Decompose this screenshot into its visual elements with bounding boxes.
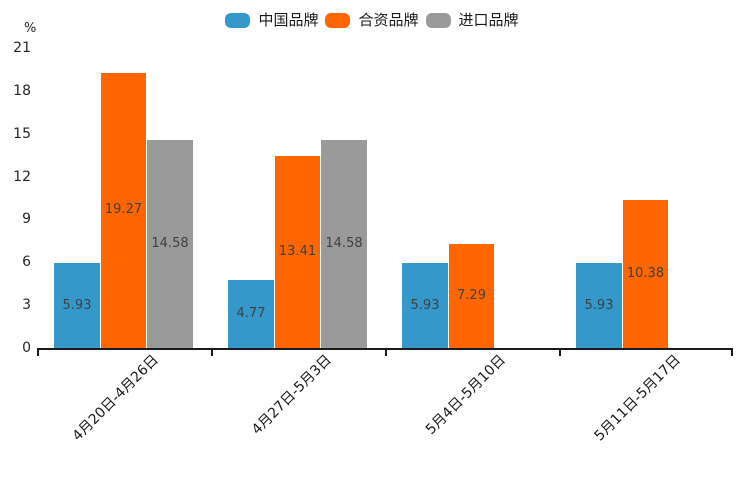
x-axis-label: 4月20日-4月26日 [69,352,162,445]
bar-value-label: 5.93 [62,297,92,313]
legend-swatch [325,12,351,28]
y-axis-unit-label: % [24,21,37,36]
bar-value-label: 10.38 [626,265,665,281]
plot-area: 5.93 19.27 14.58 4.77 13.41 14.58 5.93 7.29 5.93… [37,48,733,444]
bar-value-label: 14.58 [151,235,189,251]
x-axis-label: 5月11日-5月17日 [591,352,684,445]
y-axis-tick-label: 15 [13,125,31,142]
bar-value-label: 19.27 [104,202,143,218]
bar [100,72,147,348]
y-axis-tick-label: 3 [22,297,31,314]
x-axis-tick [211,348,213,356]
y-axis-tick-label: 0 [22,340,31,356]
y-axis-tick-label: 21 [13,40,31,56]
y-axis-tick-label: 18 [13,82,31,99]
bars-layer: 5.93 19.27 14.58 4.77 13.41 14.58 5.93 7.29 5.93… [37,48,733,348]
legend-item-2[interactable]: 合资品牌 [325,11,419,29]
bar-value-label: 4.77 [236,305,266,321]
legend-item-1[interactable]: 中国品牌 [225,11,318,29]
y-axis-tick-label: 12 [13,168,31,185]
bar-value-label: 5.93 [410,297,440,313]
legend-swatch [425,12,451,28]
bar [576,263,622,348]
legend-label: 中国品牌 [258,11,319,29]
x-axis-tick [37,348,39,356]
y-axis-tick-label: 6 [22,254,31,271]
bar [54,263,100,348]
bar [622,199,669,348]
bar [274,156,321,348]
bar [402,263,448,348]
x-axis-label: 4月27日-5月3日 [249,352,336,438]
bar [228,279,274,348]
y-axis-tick-labels: 0 3 6 9 12 15 18 21 [0,40,31,356]
bar [448,243,495,348]
bar-value-label: 13.41 [278,244,317,260]
x-axis-tick [559,348,561,356]
legend-label: 进口品牌 [458,11,519,29]
legend-swatch [225,12,251,28]
legend: 中国品牌 合资品牌 进口品牌 [0,10,744,30]
x-axis-label: 5月4日-5月10日 [423,352,510,438]
bar-value-label: 7.29 [457,287,486,303]
legend-label: 合资品牌 [358,11,419,29]
bar-value-label: 5.93 [584,297,614,313]
legend-item-3[interactable]: 进口品牌 [425,11,519,29]
bar [321,139,367,348]
x-axis-tick [385,348,387,356]
bar-value-label: 14.58 [325,235,363,251]
bar [147,139,193,348]
y-axis-tick-label: 9 [22,211,31,228]
x-axis-tick [731,348,733,356]
